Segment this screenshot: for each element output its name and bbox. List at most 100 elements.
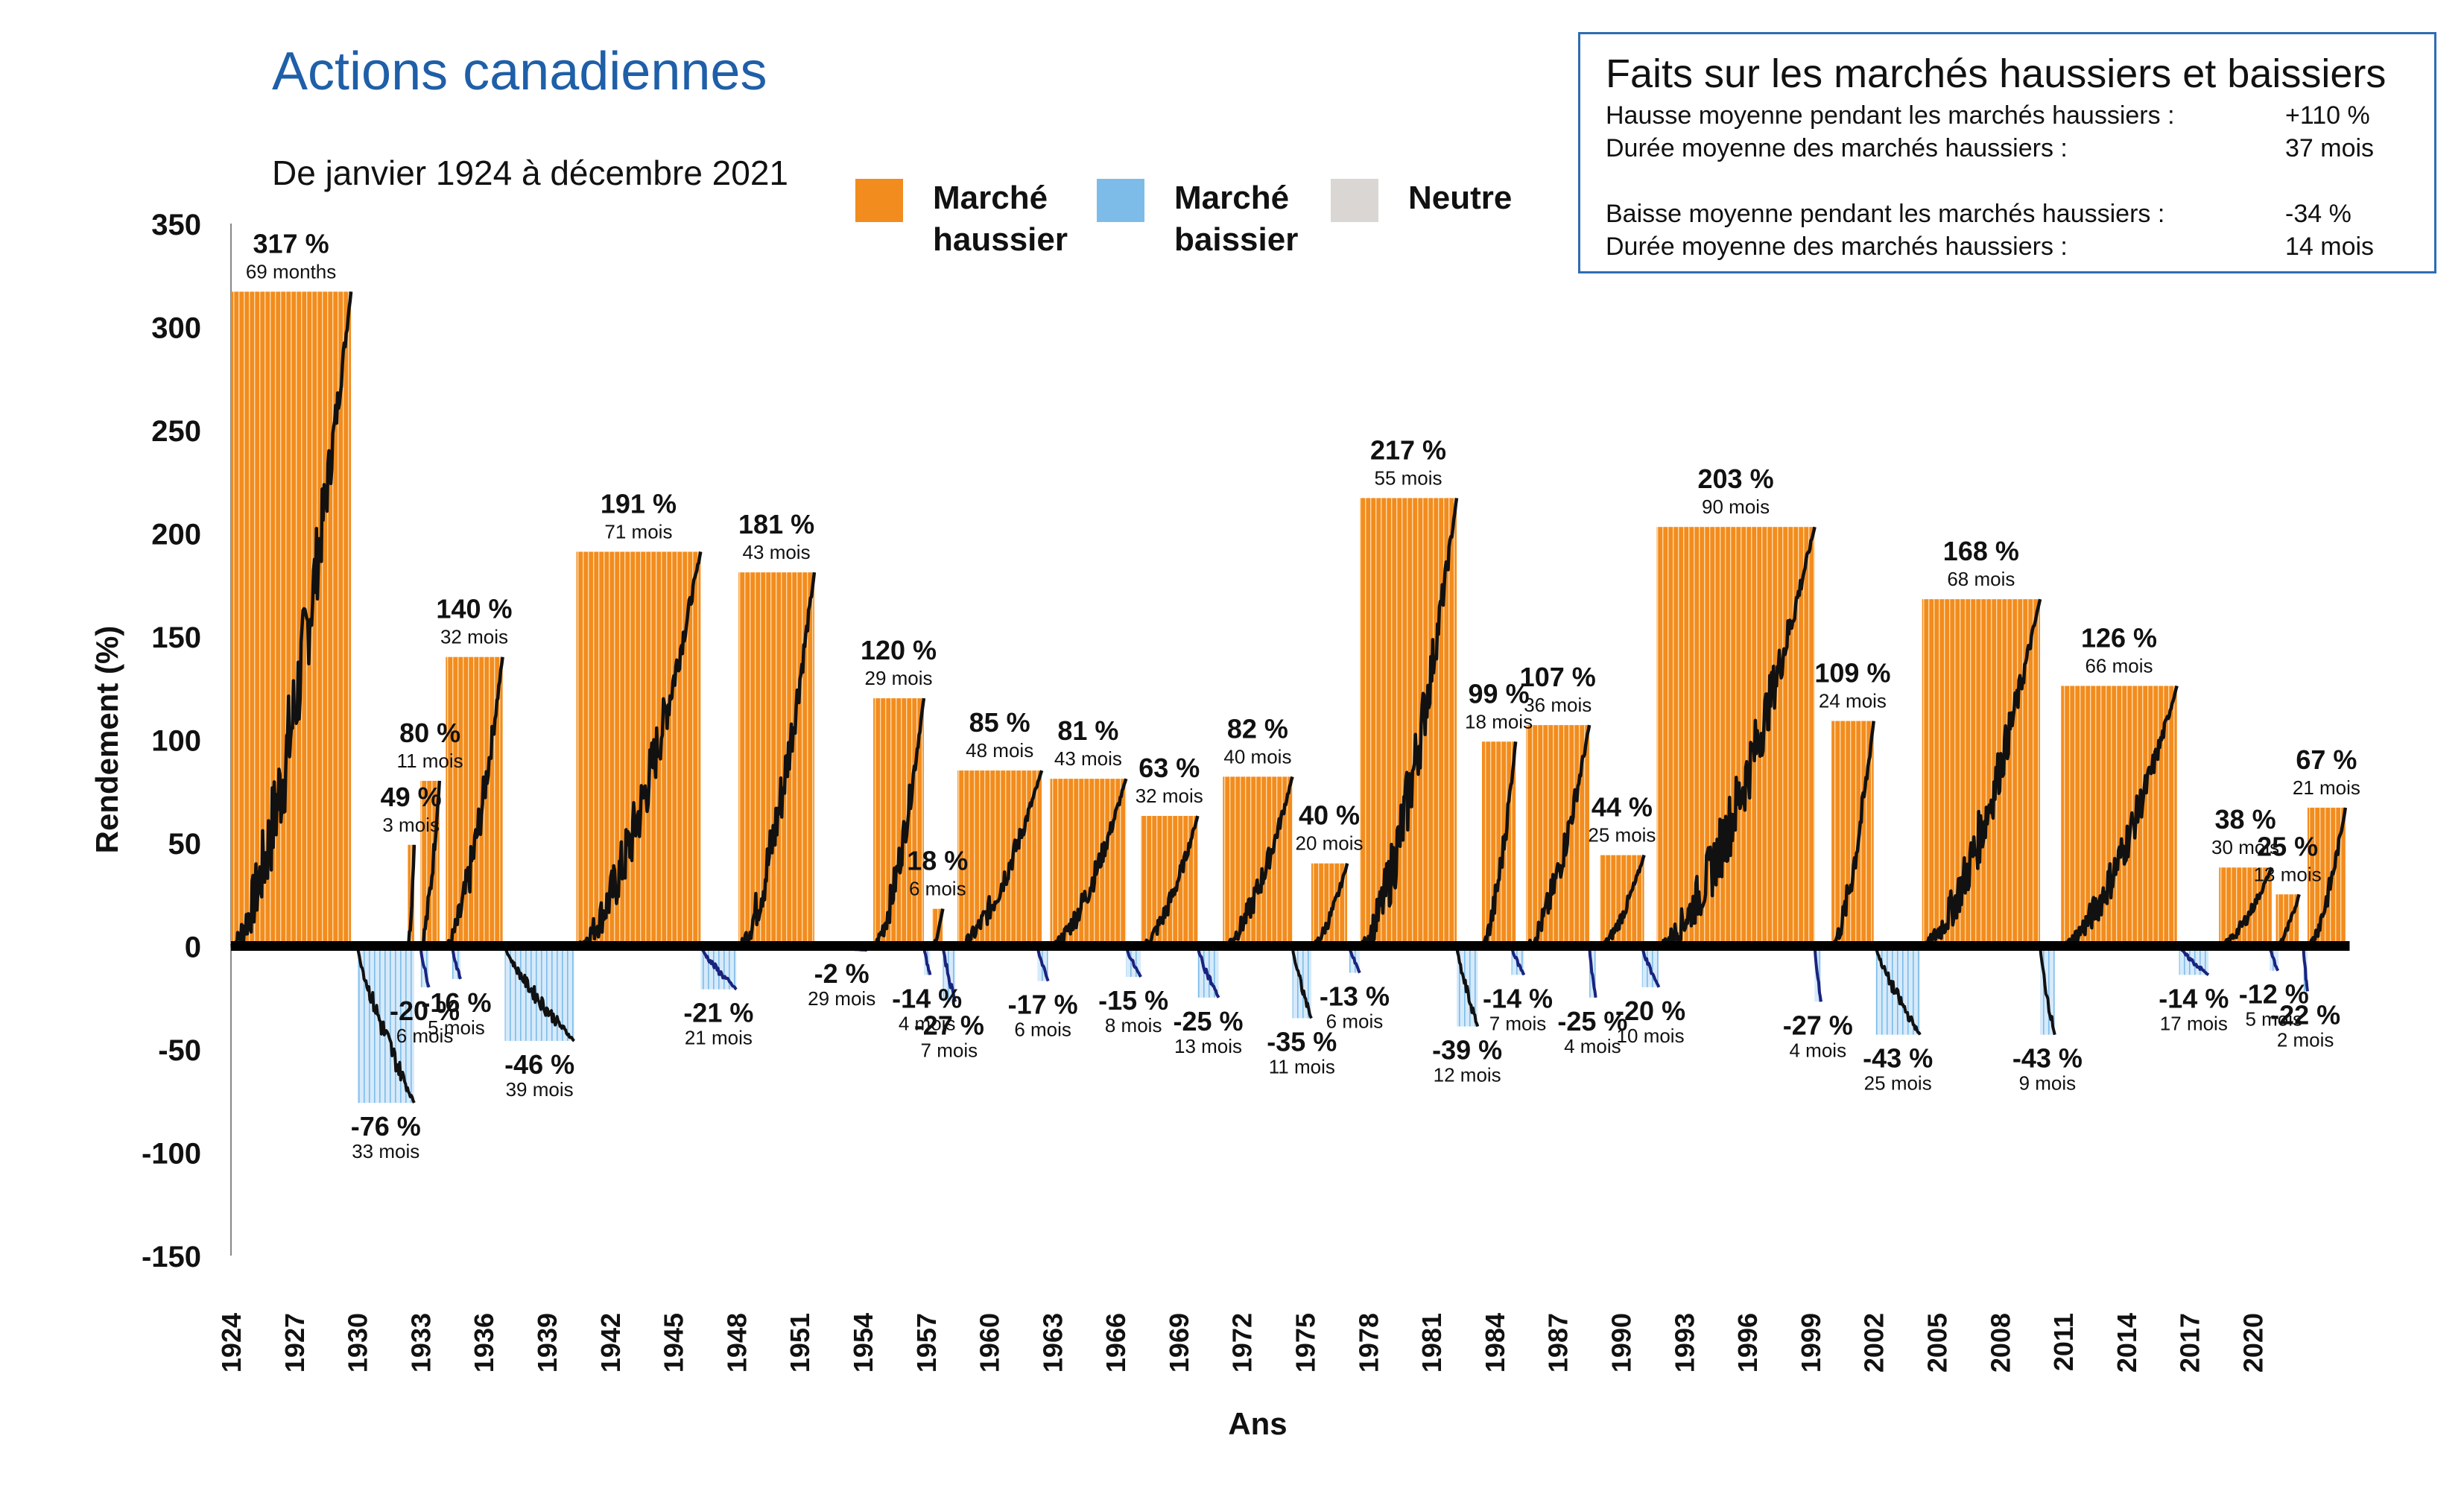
- bull-market-bar: [873, 698, 924, 946]
- bear-duration-label: 11 mois: [1269, 1055, 1335, 1077]
- bull-value-label: 140 %: [436, 594, 512, 624]
- bull-duration-label: 48 mois: [966, 739, 1033, 762]
- bull-duration-label: 32 mois: [1136, 785, 1203, 807]
- bear-value-label: -14 %: [2159, 983, 2229, 1013]
- bear-value-label: -43 %: [2012, 1043, 2083, 1074]
- bull-return-line: [1921, 598, 2042, 949]
- bull-duration-label: 43 mois: [1054, 747, 1122, 770]
- bull-value-label: 38 %: [2215, 804, 2276, 835]
- bear-duration-label: 6 mois: [1014, 1019, 1071, 1041]
- bear-return-line: [1347, 946, 1361, 974]
- x-tick-label: 1927: [279, 1313, 310, 1373]
- bull-duration-label: 69 months: [246, 260, 336, 282]
- x-tick-label: 1948: [721, 1313, 752, 1373]
- bear-return-line: [2268, 946, 2280, 972]
- bear-value-label: -35 %: [1267, 1026, 1337, 1057]
- bear-return-line: [2302, 946, 2309, 992]
- bear-duration-label: 13 mois: [1174, 1035, 1242, 1057]
- bull-market-bar: [2061, 686, 2177, 946]
- bull-market-bar: [1526, 725, 1590, 946]
- bear-value-label: -43 %: [1863, 1043, 1933, 1074]
- bear-duration-label: 8 mois: [1105, 1014, 1162, 1036]
- bear-return-line: [1290, 946, 1313, 1019]
- bull-return-line: [1222, 776, 1294, 949]
- facts-row-label: Durée moyenne des marchés haussiers :: [1606, 232, 2068, 261]
- x-tick-label: 1942: [595, 1313, 626, 1373]
- bull-return-line: [445, 656, 504, 948]
- bear-duration-label: 5 mois: [428, 1016, 485, 1039]
- bull-market-bar: [2307, 807, 2346, 946]
- bear-duration-label: 21 mois: [685, 1027, 753, 1049]
- bull-duration-label: 13 mois: [2254, 863, 2322, 885]
- x-tick-label: 1924: [216, 1313, 247, 1373]
- bull-market-bar: [576, 551, 701, 946]
- bull-duration-label: 25 mois: [1588, 824, 1656, 846]
- x-tick-label: 1978: [1353, 1313, 1384, 1373]
- x-tick-label: 1984: [1480, 1313, 1510, 1373]
- bull-value-label: 85 %: [969, 707, 1030, 738]
- legend-bull-line2: haussier: [933, 221, 1068, 258]
- x-tick-label: 1930: [343, 1313, 373, 1373]
- bear-return-line: [2039, 946, 2056, 1036]
- bull-duration-label: 11 mois: [397, 750, 463, 772]
- legend-neutral: Neutre: [1331, 177, 1512, 222]
- legend-bull: Marché haussier: [855, 177, 1068, 261]
- bull-value-label: 168 %: [1943, 536, 2019, 566]
- bull-duration-label: 24 mois: [1819, 690, 1887, 712]
- bull-value-label: 67 %: [2296, 744, 2357, 775]
- x-tick-label: 1957: [911, 1313, 942, 1373]
- bull-value-label: 181 %: [738, 509, 814, 539]
- bear-value-label: -21 %: [683, 998, 753, 1028]
- x-tick-label: 1972: [1227, 1313, 1258, 1373]
- bull-duration-label: 66 mois: [2085, 654, 2153, 677]
- bear-duration-label: 12 mois: [1434, 1064, 1501, 1086]
- x-tick-label: 1975: [1290, 1313, 1321, 1373]
- bull-return-line: [419, 780, 442, 947]
- bear-value-label: -39 %: [1432, 1035, 1502, 1066]
- bull-value-label: 109 %: [1814, 658, 1890, 689]
- bull-duration-label: 55 mois: [1375, 466, 1442, 489]
- bull-duration-label: 36 mois: [1524, 694, 1592, 716]
- facts-row-value: +110 %: [2285, 101, 2370, 130]
- bear-value-label: -15 %: [1098, 985, 1168, 1016]
- bear-return-line: [1036, 946, 1050, 982]
- bull-return-line: [1831, 721, 1875, 948]
- facts-row-value: 14 mois: [2285, 232, 2375, 261]
- bull-duration-label: 6 mois: [909, 878, 966, 900]
- y-tick-label: -50: [158, 1034, 201, 1067]
- bull-duration-label: 71 mois: [604, 520, 672, 542]
- bull-value-label: 107 %: [1520, 662, 1596, 692]
- bear-value-label: -46 %: [504, 1049, 574, 1080]
- x-axis-label: Ans: [1228, 1406, 1287, 1441]
- y-tick-label: 0: [185, 931, 201, 964]
- x-tick-label: 2011: [2048, 1313, 2079, 1371]
- y-tick-label: 200: [151, 519, 201, 551]
- x-tick-label: 1951: [785, 1313, 815, 1373]
- x-tick-label: 1969: [1164, 1313, 1194, 1373]
- bear-duration-label: 2 mois: [2277, 1028, 2334, 1051]
- bull-value-label: 40 %: [1299, 800, 1360, 831]
- facts-row-value: 37 mois: [2285, 134, 2375, 162]
- bear-return-line: [1874, 946, 1922, 1036]
- bull-market-bar: [1600, 855, 1644, 946]
- bull-value-label: 80 %: [399, 718, 460, 748]
- bull-value-label: 99 %: [1469, 678, 1530, 709]
- bear-return-line: [355, 946, 416, 1104]
- bear-value-label: -20 %: [1615, 996, 1685, 1026]
- bear-return-line: [1640, 946, 1661, 988]
- bear-return-line: [1588, 946, 1597, 998]
- x-tick-label: 1939: [532, 1313, 563, 1373]
- legend-bull-label: Marché haussier: [933, 177, 1068, 261]
- x-tick-label: 2002: [1859, 1313, 1890, 1373]
- bull-market-bar: [1922, 599, 2040, 946]
- bear-value-label: -14 %: [1483, 983, 1553, 1013]
- bull-value-label: 120 %: [861, 635, 937, 665]
- x-tick-label: 2020: [2237, 1313, 2268, 1373]
- bear-return-line: [1196, 946, 1220, 998]
- bear-return-line: [1124, 945, 1142, 978]
- bear-value-label: -25 %: [1557, 1006, 1627, 1036]
- bull-market-bar: [1656, 527, 1815, 946]
- bull-return-line: [1481, 741, 1518, 948]
- bear-return-line: [699, 945, 738, 991]
- facts-row-label: Baisse moyenne pendant les marchés hauss…: [1606, 200, 2165, 228]
